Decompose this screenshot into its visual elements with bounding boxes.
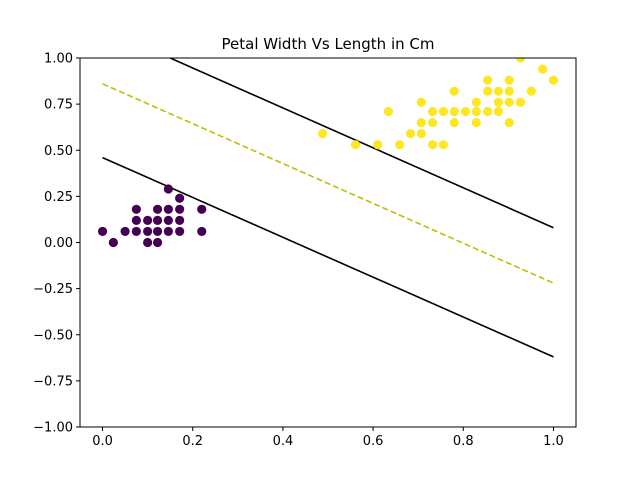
y-tick-label: 0.50 xyxy=(44,144,73,159)
scatter-point-series2-32 xyxy=(515,58,526,63)
y-tick-label: −0.75 xyxy=(33,374,73,389)
scatter-point-series1-20 xyxy=(175,193,185,203)
scatter-point-series1-17 xyxy=(175,226,185,237)
scatter-point-series2-35 xyxy=(548,75,559,85)
margin-line-1 xyxy=(102,156,554,358)
scatter-point-series1-14 xyxy=(163,215,173,225)
scatter-point-series2-11 xyxy=(428,106,438,117)
scatter-point-series1-9 xyxy=(152,237,163,248)
scatter-point-series2-27 xyxy=(504,117,514,128)
y-tick-label: 1.00 xyxy=(44,52,73,67)
scatter-point-series1-3 xyxy=(131,226,141,237)
scatter-point-series2-10 xyxy=(428,117,438,128)
scatter-point-series2-26 xyxy=(493,86,504,96)
x-tick-label: 0.6 xyxy=(363,434,384,449)
y-tick-label: 0.00 xyxy=(44,236,73,251)
scatter-point-series1-5 xyxy=(131,204,141,214)
scatter-point-series2-0 xyxy=(317,129,328,139)
data-group xyxy=(97,58,559,358)
margin-line-3 xyxy=(169,58,554,229)
scatter-point-series1-22 xyxy=(197,204,207,214)
scatter-point-series1-11 xyxy=(152,215,163,225)
scatter-point-series1-0 xyxy=(97,226,108,237)
y-tick-label: −0.25 xyxy=(33,282,73,297)
scatter-point-series2-12 xyxy=(438,140,449,150)
scatter-point-series2-9 xyxy=(428,140,438,150)
scatter-point-series1-2 xyxy=(120,226,130,237)
chart-title: Petal Width Vs Length in Cm xyxy=(222,35,435,53)
scatter-point-series2-20 xyxy=(471,97,481,107)
scatter-point-series1-19 xyxy=(175,204,185,214)
scatter-point-series1-18 xyxy=(175,215,185,225)
scatter-point-series2-7 xyxy=(416,117,426,128)
scatter-point-series2-16 xyxy=(449,86,459,96)
scatter-point-series2-28 xyxy=(504,97,514,107)
scatter-point-series2-6 xyxy=(416,129,426,139)
scatter-point-series2-3 xyxy=(383,106,394,117)
scatter-point-series2-13 xyxy=(438,106,449,117)
y-tick-label: −0.50 xyxy=(33,328,73,343)
scatter-point-series2-4 xyxy=(395,140,405,150)
scatter-point-series2-19 xyxy=(471,106,481,117)
scatter-point-series1-12 xyxy=(152,204,163,214)
x-tick-label: 0.2 xyxy=(182,434,203,449)
scatter-point-series2-18 xyxy=(471,117,481,128)
scatter-point-series1-7 xyxy=(143,226,153,237)
scatter-point-series2-34 xyxy=(538,64,548,74)
scatter-point-series1-6 xyxy=(143,237,153,248)
scatter-point-series2-1 xyxy=(350,140,361,150)
scatter-point-series2-23 xyxy=(483,75,493,85)
y-tick-label: −1.00 xyxy=(33,421,73,436)
scatter-point-series2-29 xyxy=(504,86,514,96)
scatter-point-series2-17 xyxy=(460,106,471,117)
scatter-point-series2-15 xyxy=(449,106,459,117)
x-tick-label: 0.8 xyxy=(453,434,474,449)
scatter-point-series2-30 xyxy=(504,75,514,85)
scatter-point-series1-21 xyxy=(197,226,207,237)
scatter-point-series2-14 xyxy=(449,117,459,128)
scatter-point-series2-31 xyxy=(515,97,526,107)
scatter-point-series2-24 xyxy=(493,106,504,117)
scatter-point-series2-21 xyxy=(483,106,493,117)
x-tick-label: 0.0 xyxy=(92,434,113,449)
plot-area xyxy=(97,58,559,358)
scatter-point-series2-25 xyxy=(493,97,504,107)
scatter-point-series1-1 xyxy=(108,237,118,248)
y-tick-label: 0.75 xyxy=(44,98,73,113)
x-tick-label: 0.4 xyxy=(273,434,294,449)
x-tick-label: 1.0 xyxy=(543,434,564,449)
scatter-point-series2-8 xyxy=(416,97,426,107)
decision-boundary-line xyxy=(102,83,554,284)
scatter-point-series1-13 xyxy=(163,226,173,237)
scatter-point-series1-4 xyxy=(131,215,141,225)
scatter-point-series1-10 xyxy=(152,226,163,237)
scatter-point-series2-33 xyxy=(526,86,536,96)
axes: 0.0 0.2 0.4 0.6 0.8 1.0 −1.00 −0.75 −0.50 −0.25 0.… xyxy=(33,52,577,449)
scatter-point-series2-22 xyxy=(483,86,493,96)
scatter-point-series2-2 xyxy=(373,140,383,150)
scatter-point-series1-16 xyxy=(163,184,173,194)
scatter-point-series1-8 xyxy=(143,215,153,225)
scatter-point-series2-5 xyxy=(405,129,416,139)
y-tick-label: 0.25 xyxy=(44,190,73,205)
scatter-point-series1-15 xyxy=(163,204,173,214)
